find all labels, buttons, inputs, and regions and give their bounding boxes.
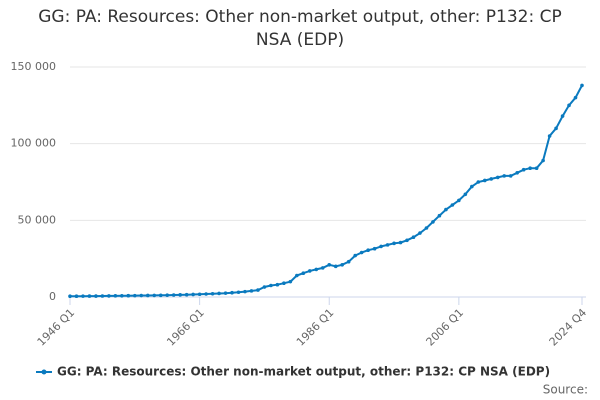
data-point [133, 293, 137, 298]
y-tick-label: 150 000 [11, 60, 57, 73]
x-tick-label: 2024 Q4 [547, 306, 590, 349]
data-point [495, 175, 500, 180]
data-point [327, 263, 332, 267]
data-point [444, 207, 448, 212]
data-point [269, 283, 273, 288]
data-point [282, 281, 286, 286]
data-point [165, 293, 170, 297]
data-point [554, 126, 558, 131]
data-point [359, 250, 364, 255]
data-point [320, 266, 325, 270]
data-point [541, 158, 545, 163]
data-point [230, 290, 234, 295]
data-point [139, 293, 144, 298]
data-point [184, 292, 189, 297]
data-point [152, 293, 157, 298]
data-point [68, 294, 72, 299]
data-point [301, 271, 306, 276]
data-point [366, 248, 370, 253]
data-point [145, 293, 150, 298]
legend-label: GG: PA: Resources: Other non-market outp… [57, 365, 550, 379]
data-point [392, 241, 396, 246]
x-tick-label: 2006 Q1 [424, 306, 467, 349]
data-point [275, 282, 280, 287]
data-point [113, 294, 118, 298]
data-point [398, 240, 403, 245]
data-point [379, 244, 383, 249]
data-point [262, 285, 267, 289]
data-point [482, 178, 487, 183]
data-point [81, 294, 85, 298]
y-tick-label: 100 000 [11, 137, 57, 150]
data-point [346, 259, 351, 264]
data-point [521, 167, 526, 172]
data-point [573, 95, 578, 100]
data-point [74, 294, 79, 299]
data-point [450, 203, 455, 207]
x-tick-label: 1966 Q1 [164, 306, 207, 349]
data-point [249, 289, 254, 293]
data-point [191, 292, 195, 297]
data-point [424, 226, 429, 230]
data-point [120, 293, 124, 298]
x-tick-label: 1946 Q1 [35, 306, 78, 349]
data-point [463, 192, 468, 197]
data-point [340, 263, 345, 267]
x-tick-label: 1986 Q1 [294, 306, 337, 349]
data-point [528, 166, 532, 170]
data-point [197, 292, 202, 297]
data-point [489, 177, 494, 181]
y-tick-label: 0 [49, 290, 56, 303]
data-point [470, 184, 474, 189]
data-point [547, 134, 552, 138]
data-point [210, 291, 215, 296]
data-point [431, 220, 435, 224]
y-tick-label: 50 000 [18, 213, 57, 226]
data-point [560, 114, 565, 118]
data-point [502, 174, 507, 178]
data-point [307, 269, 312, 273]
data-point [314, 267, 319, 272]
data-point [178, 293, 182, 297]
data-point [126, 293, 131, 298]
data-point [580, 83, 584, 88]
data-point [171, 293, 176, 297]
data-point [508, 174, 513, 178]
data-point [256, 288, 260, 292]
data-point [158, 293, 163, 298]
data-point [418, 231, 422, 235]
data-point [87, 294, 92, 298]
data-point [217, 291, 221, 296]
data-point [411, 235, 416, 239]
data-point [288, 279, 293, 284]
data-point [476, 180, 481, 184]
data-point [100, 294, 105, 298]
series-line [70, 84, 583, 298]
data-point [353, 253, 357, 258]
data-point [236, 290, 241, 295]
chart-title: GG: PA: Resources: Other non-market outp… [38, 7, 562, 50]
data-point [385, 243, 390, 247]
data-point [437, 213, 442, 218]
data-point [243, 289, 247, 294]
data-point [372, 246, 377, 251]
legend-marker [41, 369, 47, 375]
data-point [223, 291, 228, 295]
data-point [107, 294, 111, 298]
data-point [515, 171, 519, 175]
data-point [94, 294, 98, 298]
data-point [333, 264, 338, 269]
data-point [457, 198, 461, 203]
data-point [295, 273, 299, 278]
data-point [534, 166, 539, 170]
data-point [204, 292, 208, 296]
data-point [567, 103, 571, 108]
source: Source: [543, 383, 588, 397]
data-point [405, 238, 409, 243]
